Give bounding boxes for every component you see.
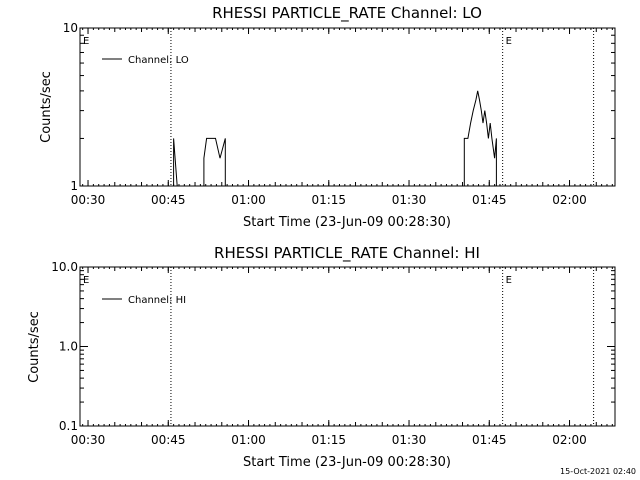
- hi-x-axis-label: Start Time (23-Jun-09 00:28:30): [243, 455, 451, 470]
- lo-x-axis-label: Start Time (23-Jun-09 00:28:30): [243, 215, 451, 230]
- x-tick-label: 01:15: [311, 193, 346, 207]
- event-marker-label: E: [83, 36, 89, 47]
- x-tick-label: 00:30: [71, 433, 106, 447]
- y-tick-label: 1.0: [59, 340, 78, 354]
- event-marker-label: E: [506, 275, 512, 286]
- hi-y-axis-label: Counts/sec: [27, 311, 42, 383]
- lo-y-axis-label: Counts/sec: [39, 71, 54, 143]
- x-tick-label: 00:45: [151, 193, 186, 207]
- y-tick-label: 1: [70, 179, 78, 193]
- x-tick-label: 01:30: [392, 193, 427, 207]
- event-marker-label: E: [506, 36, 512, 47]
- series-line-channel-lo: [169, 90, 497, 187]
- x-tick-label: 00:45: [151, 433, 186, 447]
- lo-chart-title: RHESSI PARTICLE_RATE Channel: LO: [212, 4, 482, 23]
- x-tick-label: 01:00: [231, 193, 266, 207]
- x-tick-label: 00:30: [71, 193, 106, 207]
- legend-entry: Channel: LO: [128, 55, 189, 66]
- y-tick-label: 10: [63, 21, 78, 35]
- lo-channel-panel: RHESSI PARTICLE_RATE Channel: LO Counts/…: [39, 4, 616, 230]
- x-tick-label: 01:45: [472, 433, 507, 447]
- hi-channel-panel: RHESSI PARTICLE_RATE Channel: HI Counts/…: [27, 244, 616, 470]
- hi-plot-frame: [79, 266, 616, 427]
- y-tick-label: 0.1: [59, 419, 78, 433]
- lo-plot-frame: [79, 27, 616, 187]
- x-tick-label: 01:15: [311, 433, 346, 447]
- legend-entry: Channel: HI: [128, 295, 186, 306]
- hi-chart-title: RHESSI PARTICLE_RATE Channel: HI: [214, 244, 480, 263]
- y-tick-label: 10.0: [51, 260, 78, 274]
- x-tick-label: 01:45: [472, 193, 507, 207]
- x-tick-label: 02:00: [552, 193, 587, 207]
- x-tick-label: 01:00: [231, 433, 266, 447]
- x-tick-label: 02:00: [552, 433, 587, 447]
- event-marker-label: E: [83, 275, 89, 286]
- generation-timestamp: 15-Oct-2021 02:40: [560, 467, 636, 476]
- x-tick-label: 01:30: [392, 433, 427, 447]
